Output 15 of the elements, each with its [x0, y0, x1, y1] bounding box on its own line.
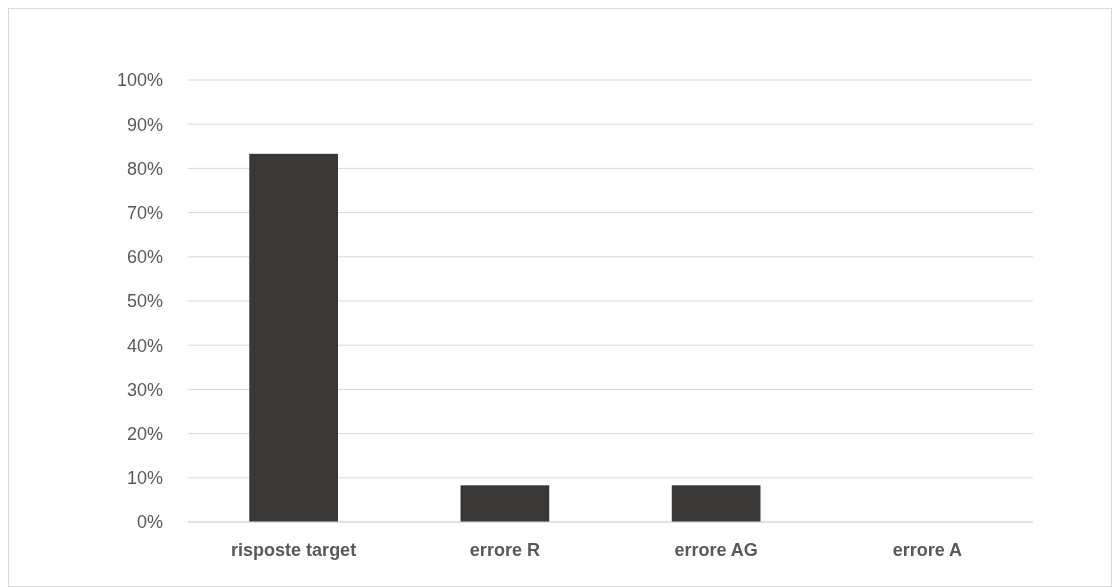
y-tick-label: 60% [126, 247, 163, 268]
y-tick-label: 10% [126, 468, 163, 489]
y-tick-label: 20% [126, 423, 163, 444]
x-tick-label: errore R [469, 540, 540, 560]
y-tick-label: 90% [126, 114, 163, 135]
x-tick-label: errore AG [674, 540, 758, 560]
y-tick-label: 30% [126, 379, 163, 400]
x-tick-label: risposte target [231, 540, 357, 560]
y-tick-label: 0% [136, 512, 163, 533]
y-tick-label: 80% [126, 158, 163, 179]
y-tick-label: 40% [126, 335, 163, 356]
y-tick-label: 100% [116, 70, 163, 91]
y-tick-label: 50% [126, 291, 163, 312]
x-tick-label: errore A [892, 540, 963, 560]
y-tick-label: 70% [126, 202, 163, 223]
